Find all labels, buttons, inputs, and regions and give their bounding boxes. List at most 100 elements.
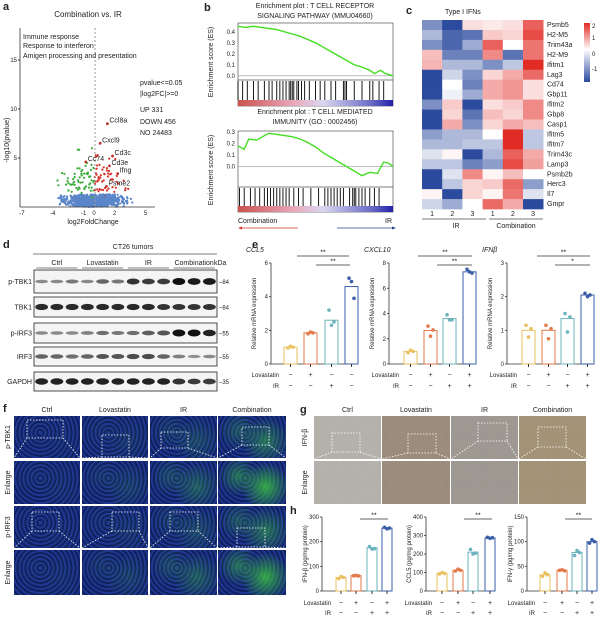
- volcano-point: [57, 184, 60, 187]
- heatmap-cell: [462, 99, 483, 110]
- heatmap-cell: [523, 169, 544, 180]
- ir-sign: +: [447, 383, 451, 390]
- volcano-point: [80, 191, 83, 194]
- volcano-point: [67, 189, 70, 192]
- gsea1-y-tick: 0.3: [227, 41, 236, 47]
- if-image-enlarge: [82, 550, 148, 595]
- gsea2-es-curve: [237, 132, 394, 177]
- criteria-pvalue: pvalue<=0.05: [140, 80, 183, 87]
- blot-label: GAPDH: [7, 379, 32, 386]
- y-tick-label: 4: [265, 295, 269, 301]
- blot-band: [141, 378, 155, 385]
- volcano-point: [61, 198, 64, 201]
- if-image-overview: [14, 416, 80, 458]
- data-point: [411, 349, 415, 354]
- gsea2-y-tick: 0.1: [227, 153, 236, 159]
- volcano-point: [97, 201, 100, 204]
- volcano-point: [101, 194, 104, 197]
- heatmap-cell: [422, 109, 443, 120]
- volcano-point: [107, 169, 111, 173]
- heatmap-cell: [502, 79, 524, 90]
- blot-band: [202, 304, 216, 310]
- bar: [452, 569, 464, 592]
- heatmap-cell: [422, 29, 443, 41]
- volcano-point: [80, 194, 83, 197]
- heatmap-cell: [502, 29, 524, 41]
- volcano-ylabel: -log10(pvalue): [4, 118, 11, 163]
- significance-label: **: [452, 259, 458, 266]
- gene-label-cc74: Cc74: [88, 156, 104, 163]
- if-image-enlarge: [218, 461, 286, 504]
- lovastatin-sign: −: [471, 600, 475, 607]
- ir-row-label: IR: [529, 611, 536, 617]
- blot-band: [50, 279, 64, 284]
- heatmap-cell: [462, 20, 483, 31]
- blot-band: [35, 331, 49, 335]
- y-tick-label: 2: [501, 295, 505, 301]
- criteria-log2fc: |log2FC|>=0: [140, 91, 178, 98]
- data-point: [458, 568, 463, 573]
- heatmap-row-label: Ifitm7: [547, 141, 564, 148]
- volcano-point: [96, 164, 99, 167]
- heatmap-cell: [422, 39, 443, 51]
- ihc-image-enlarge: [519, 461, 586, 504]
- volcano-point: [78, 176, 81, 179]
- ir-sign: −: [546, 383, 550, 390]
- gsea2-title-line1: Enrichment plot : T CELL MEDIATED: [257, 109, 372, 116]
- lovastatin-sign: +: [546, 372, 550, 379]
- heatmap-cell: [502, 49, 524, 61]
- blot-band: [111, 378, 125, 385]
- blot-band: [65, 303, 79, 311]
- gene-title: CXCL10: [364, 247, 391, 254]
- group-label-combination: Combination: [496, 223, 535, 230]
- blot-band: [141, 353, 155, 360]
- heatmap-cell: [462, 119, 483, 130]
- colorbar-tick: -1: [592, 67, 598, 73]
- heatmap-cell: [462, 149, 483, 160]
- heatmap-column-label: 3: [531, 211, 535, 218]
- labeled-gene-point: [84, 160, 88, 164]
- gsea-left-label: Combination: [238, 218, 277, 225]
- data-point: [406, 350, 410, 355]
- heatmap-cell: [422, 79, 443, 90]
- heatmap-cell: [422, 179, 443, 190]
- blot-band: [172, 304, 186, 310]
- volcano-point: [97, 197, 101, 200]
- heatmap-cell: [523, 109, 544, 120]
- gene-label-cxcl9: Cxcl9: [102, 137, 120, 144]
- bar: [366, 547, 378, 592]
- volcano-title: Combination vs. IR: [54, 10, 122, 19]
- blot-band: [172, 278, 186, 285]
- bar-chart-e-cxcl10: 0 2 4 6 8 Relative mRNA expression CXCL10 − − + − −…: [364, 247, 477, 390]
- ir-row-label: IR: [393, 384, 400, 390]
- volcano-point: [63, 195, 66, 198]
- labeled-gene-point: [104, 185, 108, 188]
- volcano-point: [97, 177, 100, 180]
- volcano-point: [73, 180, 76, 184]
- bar-charts: 0 2 4 6 Relative mRNA expression CCL5 − − + − − + − −…: [246, 247, 598, 617]
- y-tick-label: 8: [383, 261, 387, 267]
- heatmap-cell: [442, 159, 463, 170]
- y-tick-label: 0: [383, 362, 387, 368]
- blot-band: [35, 303, 49, 311]
- data-point: [465, 267, 469, 272]
- heatmap-row-label: Gbp8: [547, 112, 564, 119]
- y-tick-label: 1: [501, 328, 505, 334]
- ir-sign: −: [440, 610, 444, 617]
- heatmap-row-label: Ifitm1: [547, 62, 564, 69]
- heatmap-cell: [482, 189, 504, 200]
- heatmap-cell: [462, 179, 483, 190]
- blot-frame: [33, 296, 218, 318]
- lovastatin-sign: −: [370, 600, 374, 607]
- data-point: [450, 318, 454, 322]
- labeled-gene-point: [98, 141, 102, 145]
- volcano-point: [57, 196, 60, 200]
- heatmap-colorbar: [584, 23, 590, 82]
- heatmap-cell: [502, 39, 524, 51]
- bar: [344, 286, 359, 365]
- blot-band: [157, 354, 171, 359]
- f-column-label: IR: [180, 407, 187, 414]
- ir-row-label: IR: [273, 384, 280, 390]
